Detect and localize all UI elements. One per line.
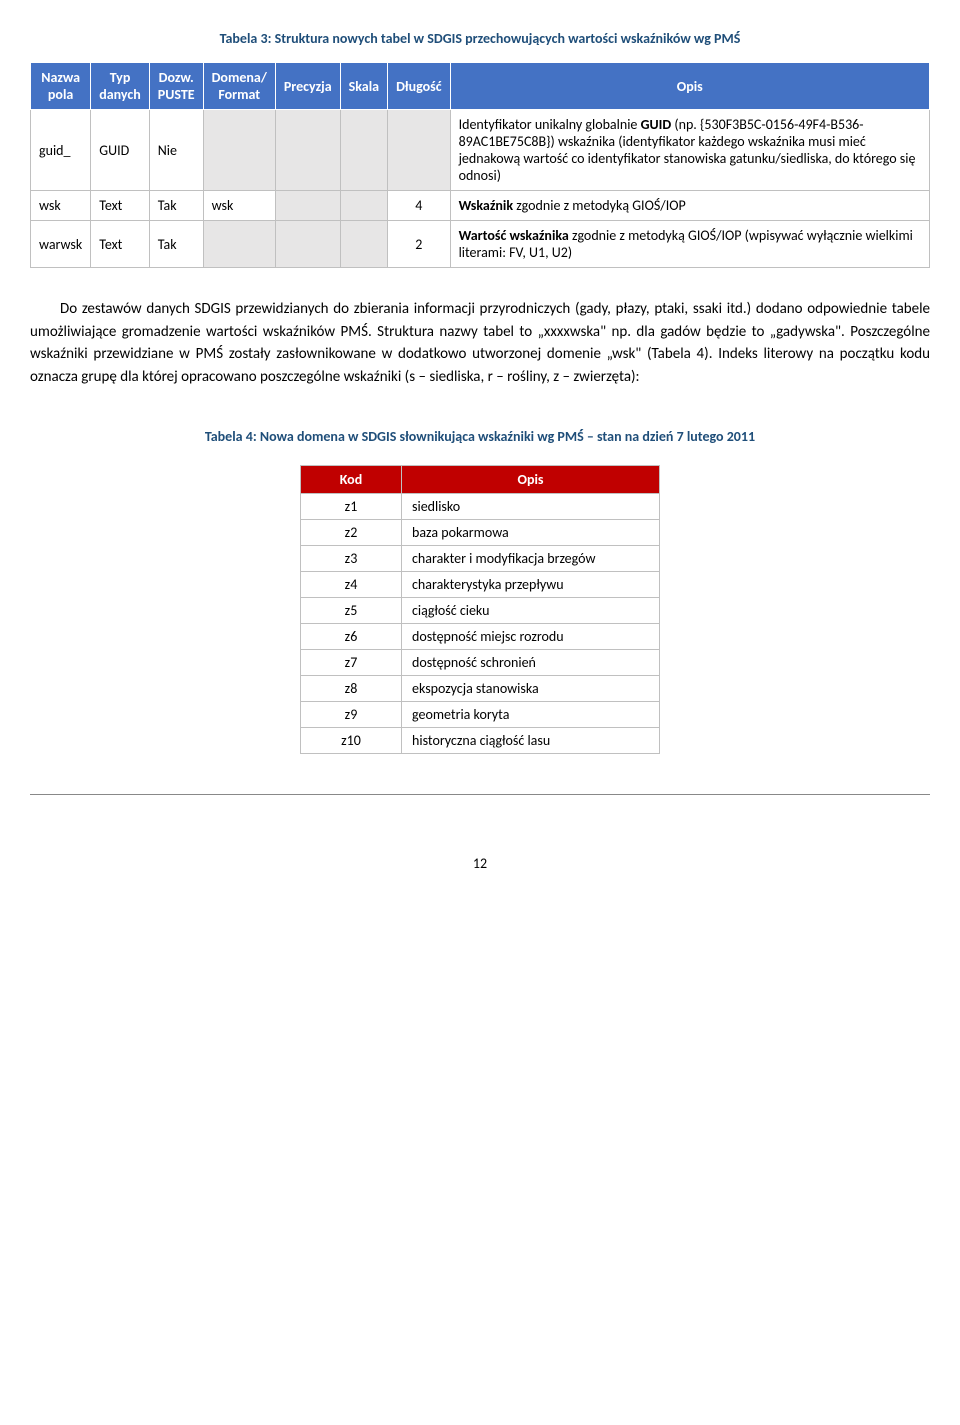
- cell-opis: Identyfikator unikalny globalnie GUID (n…: [450, 110, 929, 191]
- cell-typ: Text: [91, 221, 150, 268]
- cell-kod: z3: [301, 546, 402, 572]
- cell-opis: ekspozycja stanowiska: [402, 676, 660, 702]
- col-dlugosc: Długość: [388, 63, 451, 110]
- col-opis: Opis: [450, 63, 929, 110]
- col-typ-danych: Typdanych: [91, 63, 150, 110]
- table-row: warwsk Text Tak 2 Wartość wskaźnika zgod…: [31, 221, 930, 268]
- cell-dozw: Tak: [149, 191, 203, 221]
- cell-domena: wsk: [203, 191, 275, 221]
- body-paragraph: Do zestawów danych SDGIS przewidzianych …: [30, 298, 930, 388]
- col-dozw-puste: Dozw.PUSTE: [149, 63, 203, 110]
- cell-skala: [340, 110, 387, 191]
- table3-title: Tabela 3: Struktura nowych tabel w SDGIS…: [30, 30, 930, 47]
- cell-typ: GUID: [91, 110, 150, 191]
- table-row: z9geometria koryta: [301, 702, 660, 728]
- col-skala: Skala: [340, 63, 387, 110]
- col-opis: Opis: [402, 466, 660, 494]
- cell-typ: Text: [91, 191, 150, 221]
- table-row: z6dostępność miejsc rozrodu: [301, 624, 660, 650]
- col-precyzja: Precyzja: [275, 63, 340, 110]
- footer-rule: [30, 794, 930, 795]
- cell-opis: Wskaźnik zgodnie z metodyką GIOŚ/IOP: [450, 191, 929, 221]
- cell-dlugosc: [388, 110, 451, 191]
- cell-dozw: Tak: [149, 221, 203, 268]
- page-number: 12: [30, 855, 930, 872]
- table-row: wsk Text Tak wsk 4 Wskaźnik zgodnie z me…: [31, 191, 930, 221]
- cell-dlugosc: 2: [388, 221, 451, 268]
- cell-domena: [203, 221, 275, 268]
- cell-precyzja: [275, 221, 340, 268]
- table-row: z5ciągłość cieku: [301, 598, 660, 624]
- cell-kod: z2: [301, 520, 402, 546]
- cell-kod: z8: [301, 676, 402, 702]
- col-nazwa-pola: Nazwapola: [31, 63, 91, 110]
- cell-domena: [203, 110, 275, 191]
- cell-kod: z1: [301, 494, 402, 520]
- cell-kod: z4: [301, 572, 402, 598]
- table-row: z7dostępność schronień: [301, 650, 660, 676]
- table4-header-row: Kod Opis: [301, 466, 660, 494]
- col-domena-format: Domena/Format: [203, 63, 275, 110]
- cell-nazwa: wsk: [31, 191, 91, 221]
- cell-skala: [340, 191, 387, 221]
- cell-kod: z10: [301, 728, 402, 754]
- table-row: z10historyczna ciągłość lasu: [301, 728, 660, 754]
- table-row: z8ekspozycja stanowiska: [301, 676, 660, 702]
- cell-opis: dostępność schronień: [402, 650, 660, 676]
- cell-opis: geometria koryta: [402, 702, 660, 728]
- cell-kod: z9: [301, 702, 402, 728]
- cell-kod: z6: [301, 624, 402, 650]
- cell-dlugosc: 4: [388, 191, 451, 221]
- table-row: z4charakterystyka przepływu: [301, 572, 660, 598]
- cell-opis: baza pokarmowa: [402, 520, 660, 546]
- cell-opis: dostępność miejsc rozrodu: [402, 624, 660, 650]
- cell-opis: siedlisko: [402, 494, 660, 520]
- table-row: z3charakter i modyfikacja brzegów: [301, 546, 660, 572]
- table3-header-row: Nazwapola Typdanych Dozw.PUSTE Domena/Fo…: [31, 63, 930, 110]
- table-row: z2baza pokarmowa: [301, 520, 660, 546]
- table-row: z1siedlisko: [301, 494, 660, 520]
- cell-opis: ciągłość cieku: [402, 598, 660, 624]
- cell-opis: Wartość wskaźnika zgodnie z metodyką GIO…: [450, 221, 929, 268]
- cell-skala: [340, 221, 387, 268]
- cell-opis: historyczna ciągłość lasu: [402, 728, 660, 754]
- cell-kod: z5: [301, 598, 402, 624]
- table4-title: Tabela 4: Nowa domena w SDGIS słownikują…: [30, 428, 930, 445]
- table-row: guid_ GUID Nie Identyfikator unikalny gl…: [31, 110, 930, 191]
- cell-dozw: Nie: [149, 110, 203, 191]
- table3: Nazwapola Typdanych Dozw.PUSTE Domena/Fo…: [30, 62, 930, 268]
- cell-opis: charakter i modyfikacja brzegów: [402, 546, 660, 572]
- cell-nazwa: guid_: [31, 110, 91, 191]
- col-kod: Kod: [301, 466, 402, 494]
- cell-precyzja: [275, 191, 340, 221]
- table4: Kod Opis z1siedliskoz2baza pokarmowaz3ch…: [300, 465, 660, 754]
- cell-kod: z7: [301, 650, 402, 676]
- cell-nazwa: warwsk: [31, 221, 91, 268]
- cell-opis: charakterystyka przepływu: [402, 572, 660, 598]
- cell-precyzja: [275, 110, 340, 191]
